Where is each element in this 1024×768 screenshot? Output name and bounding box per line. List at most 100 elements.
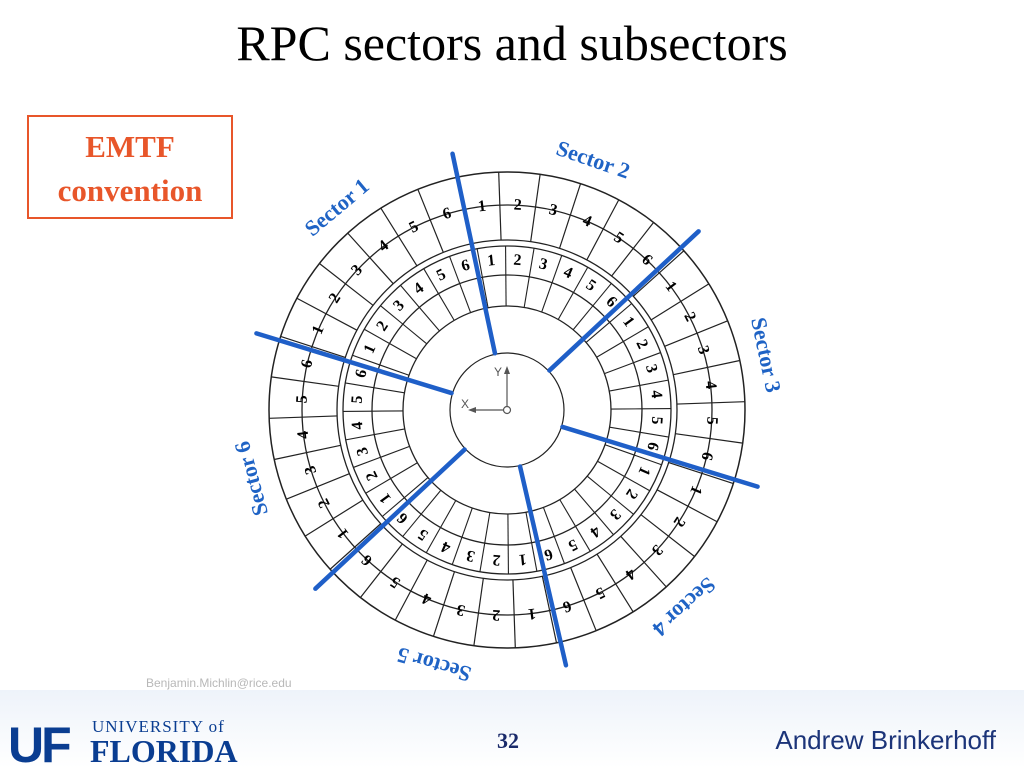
segment-label: 3 [455, 601, 467, 619]
outer-segment-divider [656, 489, 718, 523]
segment-label: 4 [702, 380, 720, 390]
segment-label: 2 [492, 551, 501, 569]
segment-label: 1 [309, 323, 328, 337]
inner-segment-divider [402, 513, 422, 537]
inner-segment-divider [365, 478, 391, 494]
outer-segment-divider [570, 567, 597, 631]
segment-label: 6 [698, 450, 716, 462]
outer-segment-divider [673, 359, 740, 376]
x-axis-label: X [461, 397, 469, 411]
inner-segment-divider [624, 475, 651, 492]
inner-segment-divider [461, 507, 473, 538]
box-line-1: EMTF [85, 129, 175, 164]
inner-segment-divider [610, 495, 634, 515]
outer-segment-divider [329, 523, 382, 570]
outer-segment-divider [512, 579, 516, 648]
inner-segment-divider [551, 255, 563, 283]
outer-segment-divider [676, 401, 745, 405]
segment-label: 4 [349, 421, 367, 431]
segment-label: 5 [593, 583, 608, 602]
segment-label: 5 [387, 573, 403, 592]
inner-segment-divider [594, 512, 614, 536]
inner-segment-divider [476, 248, 483, 278]
sector-label: Sector 1 [300, 173, 374, 241]
inner-segment-divider [381, 497, 405, 517]
segment-label: 2 [622, 486, 641, 502]
inner-segment-divider [438, 293, 455, 321]
inner-segment-divider [374, 428, 405, 436]
inner-segment-divider [423, 268, 439, 294]
inner-segment-divider [557, 292, 574, 320]
inner-segment-divider [528, 248, 535, 277]
inner-segment-divider [640, 431, 669, 438]
inner-segment-divider [559, 499, 576, 527]
x-axis-arrow [468, 407, 476, 413]
sector-boundary-line [254, 331, 454, 396]
ring-circle [402, 305, 612, 515]
segment-label: 4 [375, 237, 392, 255]
inner-segment-divider [525, 512, 533, 543]
outer-segment-divider [432, 571, 456, 637]
inner-segment-divider [403, 477, 429, 499]
sector-boundary-line [547, 229, 701, 373]
inner-segment-divider [572, 266, 589, 293]
segment-label: 4 [295, 430, 313, 440]
segment-label: 1 [518, 550, 528, 568]
outer-segment-divider [473, 578, 484, 646]
outer-segment-divider [359, 543, 403, 598]
inner-segment-divider [585, 321, 611, 343]
inner-segment-divider [634, 454, 662, 466]
sector-boundary-line [560, 424, 760, 489]
outer-segment-divider [675, 433, 743, 444]
y-axis-arrow [504, 366, 510, 374]
inner-segment-divider [380, 445, 410, 458]
segment-label: 5 [648, 416, 666, 425]
inner-segment-divider [418, 306, 440, 332]
outer-segment-divider [632, 250, 685, 297]
outer-segment-divider [296, 297, 358, 331]
ring-circle [371, 274, 643, 546]
segment-label: 2 [513, 197, 522, 214]
segment-label: 2 [513, 252, 522, 270]
segment-label: 4 [587, 522, 603, 540]
outer-segment-divider [541, 576, 558, 643]
inner-segment-divider [420, 489, 442, 515]
segment-label: 3 [390, 297, 408, 315]
segment-label: 2 [670, 514, 689, 530]
segment-label: 3 [642, 362, 661, 374]
inner-segment-divider [402, 323, 428, 345]
segment-label: 6 [643, 440, 661, 452]
segment-label: 5 [407, 218, 422, 237]
inner-segment-divider [633, 352, 661, 364]
segment-label: 3 [465, 546, 477, 564]
segment-label: 1 [486, 252, 496, 270]
outer-segment-divider [586, 199, 620, 261]
segment-label: 2 [680, 310, 699, 325]
inner-segment-divider [531, 542, 538, 572]
sector-label: Sector 4 [648, 572, 721, 641]
segment-label: 1 [376, 490, 394, 506]
segment-label: 3 [694, 344, 713, 357]
slide-title: RPC sectors and subsectors [236, 15, 788, 71]
box-line-2: convention [57, 173, 203, 208]
ring-circle [342, 245, 672, 575]
rings [268, 171, 746, 649]
inner-segment-divider [541, 282, 553, 313]
segment-label: 3 [354, 445, 373, 457]
inner-segment-divider [574, 488, 596, 514]
outer-segment-divider [650, 283, 710, 321]
segment-label: 2 [363, 468, 382, 483]
y-axis-label: Y [494, 365, 502, 379]
ring-circle [268, 171, 746, 649]
segment-label: 6 [561, 597, 574, 616]
inner-segment-divider [623, 326, 649, 342]
inner-segment-divider [479, 543, 486, 572]
page-number: 32 [497, 728, 519, 753]
segment-label: 3 [606, 505, 624, 523]
sector-label: Sector 3 [746, 315, 786, 395]
outer-segment-divider [611, 222, 655, 277]
inner-segment-divider [380, 305, 404, 325]
inner-segment-divider [352, 354, 380, 366]
segment-label: 2 [492, 606, 501, 623]
segment-label: 5 [294, 395, 311, 404]
